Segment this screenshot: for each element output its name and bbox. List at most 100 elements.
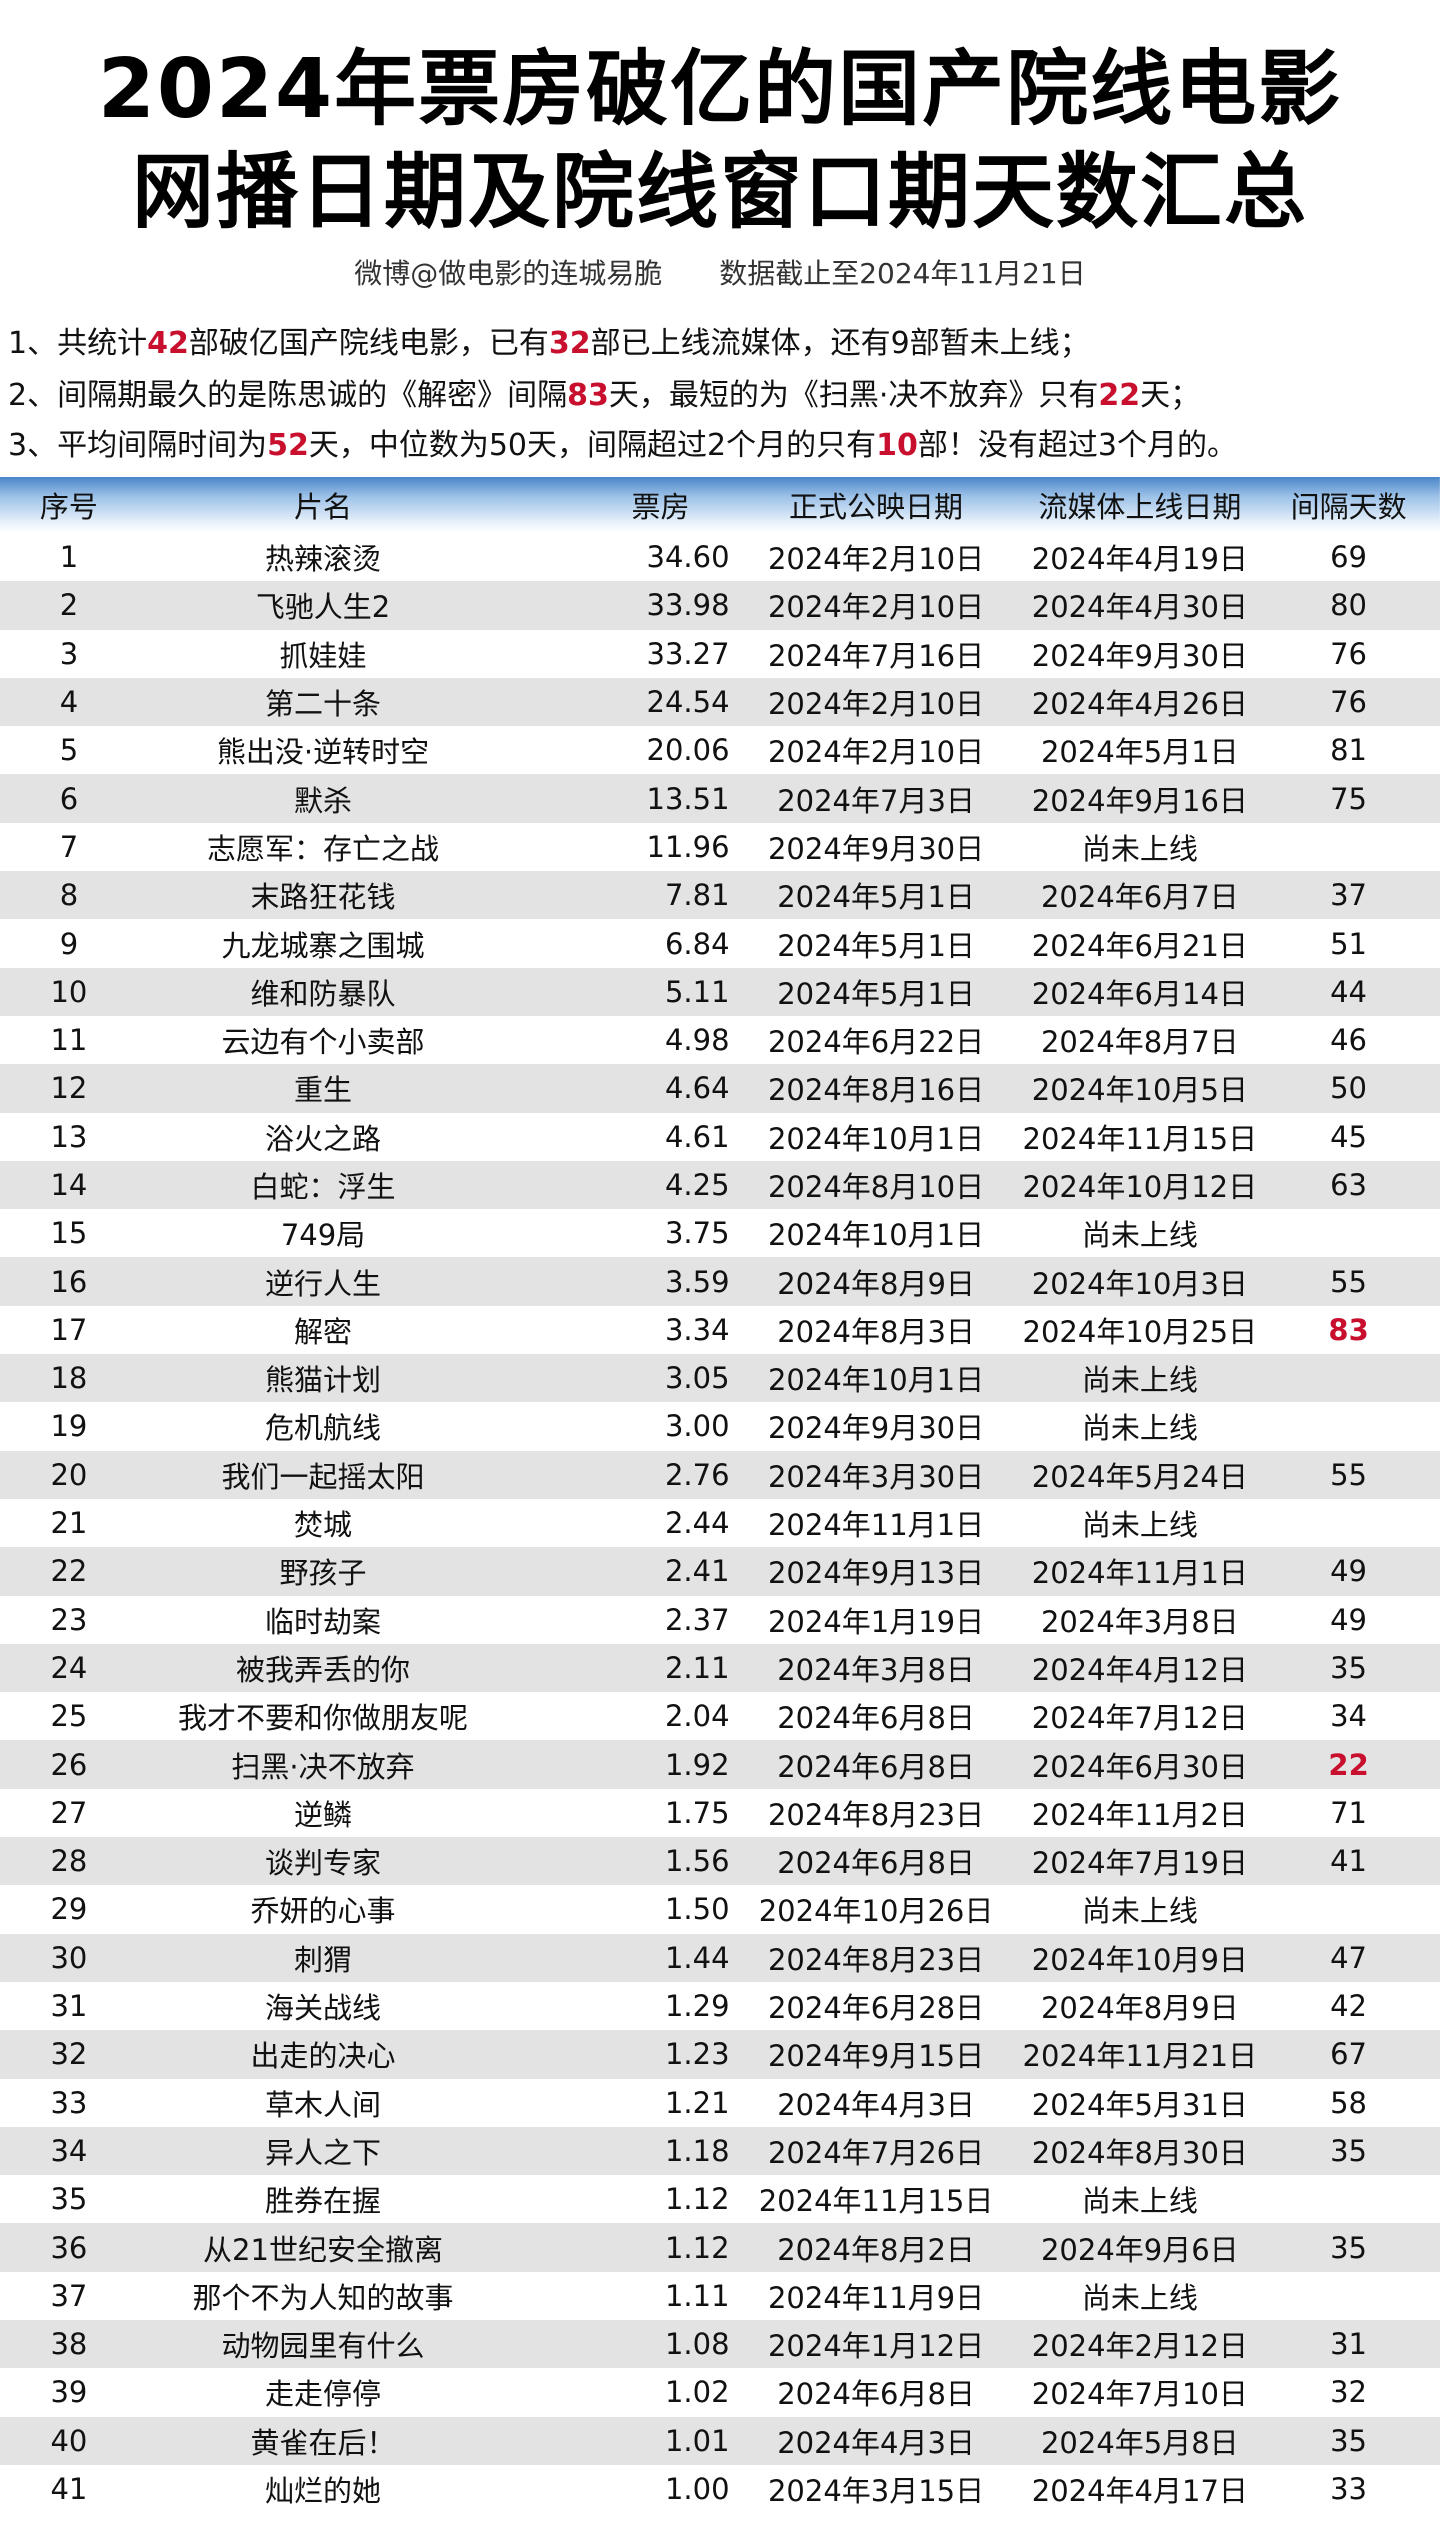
cell-index: 6 [0,774,138,822]
cell-title-text: 临时劫案 [265,1604,382,1639]
cell-interval-days: 34 [1257,1692,1440,1740]
cell-box-office-text: 4.61 [664,1119,730,1154]
cell-index: 8 [0,871,138,919]
table-body: 1 热辣滚烫 34.60 2024年2月10日 2024年4月19日 69 2 飞驰人生2 33… [0,533,1440,2513]
cell-streaming-date-text: 2024年6月14日 [1031,976,1248,1011]
cell-release-date-text: 2024年1月19日 [767,1604,985,1639]
cell-title: 飞驰人生2 [138,581,508,629]
cell-release-date-text: 2024年8月9日 [777,1266,975,1301]
cell-index: 18 [0,1354,138,1402]
table-row: 1 热辣滚烫 34.60 2024年2月10日 2024年4月19日 69 [0,533,1440,581]
cell-streaming-date: 2024年6月21日 [1023,919,1258,967]
cell-interval-days-text: 35 [1330,1650,1368,1685]
cell-streaming-date: 2024年6月7日 [1023,871,1258,919]
cell-box-office-text: 1.12 [664,2182,730,2217]
cell-title-text: 熊出没·逆转时空 [216,735,430,770]
cell-box-office-text: 3.05 [664,1361,730,1396]
cell-interval-days-text: 35 [1330,2133,1368,2168]
cell-box-office: 1.18 [508,2127,730,2175]
cell-streaming-date: 2024年11月21日 [1023,2030,1258,2078]
table-row: 22 野孩子 2.41 2024年9月13日 2024年11月1日 49 [0,1547,1440,1596]
cell-box-office: 1.02 [508,2368,730,2416]
cell-index: 22 [0,1547,138,1595]
cell-title-text: 焚城 [294,1508,353,1543]
cell-streaming-date-text: 2024年3月8日 [1040,1604,1239,1639]
cell-index: 32 [0,2030,138,2078]
cell-box-office-text: 4.98 [664,1023,730,1058]
table-row: 19 危机航线 3.00 2024年9月30日 尚未上线 [0,1402,1440,1450]
cell-title-text: 749局 [280,1218,366,1253]
table-row: 39 走走停停 1.02 2024年6月8日 2024年7月10日 32 [0,2368,1440,2416]
cell-box-office-text: 5.11 [664,974,730,1009]
cell-box-office: 11.96 [508,823,730,871]
cell-index: 7 [0,823,138,871]
table-row: 24 被我弄丢的你 2.11 2024年3月8日 2024年4月12日 35 [0,1643,1440,1693]
cell-interval-days-text: 32 [1330,2375,1368,2410]
cell-streaming-date: 2024年2月12日 [1023,2320,1258,2368]
cell-title: 志愿军：存亡之战 [138,823,508,871]
cell-index-text: 31 [50,1989,88,2024]
cell-interval-days-text: 81 [1330,733,1368,768]
cell-index-text: 24 [50,1650,88,1685]
cell-streaming-date: 2024年10月5日 [1023,1064,1258,1112]
cell-title-text: 从21世纪安全撤离 [203,2232,443,2267]
cell-streaming-date-text: 2024年10月25日 [1022,1314,1258,1349]
cell-release-date: 2024年11月9日 [730,2272,1023,2320]
table-row: 15 749局 3.75 2024年10月1日 尚未上线 [0,1209,1440,1257]
cell-box-office-text: 3.75 [664,1216,730,1251]
cell-title: 熊出没·逆转时空 [138,726,508,774]
cell-box-office: 3.05 [508,1354,730,1402]
cell-index-text: 25 [50,1699,88,1734]
cell-box-office-text: 2.37 [664,1602,730,1637]
cell-release-date-text: 2024年8月3日 [777,1314,975,1349]
cell-streaming-date: 2024年6月14日 [1023,968,1258,1016]
cell-index-text: 28 [50,1844,88,1879]
cell-index-text: 3 [59,636,79,671]
cell-streaming-date: 2024年5月1日 [1023,726,1258,774]
cell-index-text: 18 [50,1361,88,1396]
cell-interval-days: 83 [1257,1306,1440,1354]
cell-box-office: 1.12 [508,2223,730,2271]
cell-streaming-date: 2024年10月9日 [1023,1934,1258,1982]
cell-interval-days: 75 [1257,774,1440,822]
cell-release-date-text: 2024年6月8日 [777,1749,975,1784]
cell-title: 热辣滚烫 [138,533,508,581]
cell-streaming-date-text: 2024年4月19日 [1031,542,1248,577]
cell-title: 黄雀在后！ [138,2417,508,2465]
cell-streaming-date-text: 2024年11月15日 [1022,1121,1258,1156]
cell-index: 35 [0,2175,138,2223]
cell-release-date-text: 2024年5月1日 [777,928,975,963]
cell-box-office: 1.56 [508,1837,730,1885]
table-row: 16 逆行人生 3.59 2024年8月9日 2024年10月3日 55 [0,1257,1440,1306]
cell-box-office-text: 11.96 [646,829,730,864]
cell-index-text: 4 [59,685,79,720]
header-release-date: 正式公映日期 [789,490,964,524]
cell-streaming-date: 尚未上线 [1023,1209,1258,1257]
cell-index-text: 36 [50,2230,88,2265]
data-cutoff: 数据截止至2024年11月21日 [719,257,1086,290]
cell-release-date-text: 2024年8月16日 [767,1073,985,1108]
cell-release-date: 2024年10月26日 [730,1885,1023,1933]
cell-title: 解密 [138,1306,508,1354]
cell-box-office: 1.92 [508,1740,730,1788]
cell-title-text: 危机航线 [265,1411,382,1446]
cell-title: 浴火之路 [138,1113,508,1161]
cell-title: 出走的决心 [138,2030,508,2078]
cell-box-office: 24.54 [508,678,730,726]
cell-index: 20 [0,1451,138,1499]
cell-release-date: 2024年4月3日 [730,2417,1023,2465]
table-row: 8 末路狂花钱 7.81 2024年5月1日 2024年6月7日 37 [0,871,1440,920]
cell-streaming-date-text: 2024年4月12日 [1031,1652,1248,1687]
cell-title: 灿烂的她 [138,2465,508,2513]
cell-index: 25 [0,1692,138,1740]
cell-release-date-text: 2024年7月3日 [777,783,975,818]
table-row: 23 临时劫案 2.37 2024年1月19日 2024年3月8日 49 [0,1596,1440,1644]
cell-interval-days [1257,2272,1440,2320]
table-header: 序号 片名 票房 正式公映日期 流媒体上线日期 间隔天数 [0,477,1440,533]
cell-title-text: 胜券在握 [265,2184,382,2219]
cell-streaming-date: 2024年9月6日 [1023,2223,1258,2271]
cell-release-date-text: 2024年11月15日 [758,2184,994,2219]
cell-streaming-date-text: 2024年10月3日 [1031,1266,1248,1301]
cell-box-office: 1.75 [508,1789,730,1837]
cell-title-text: 重生 [294,1073,353,1108]
